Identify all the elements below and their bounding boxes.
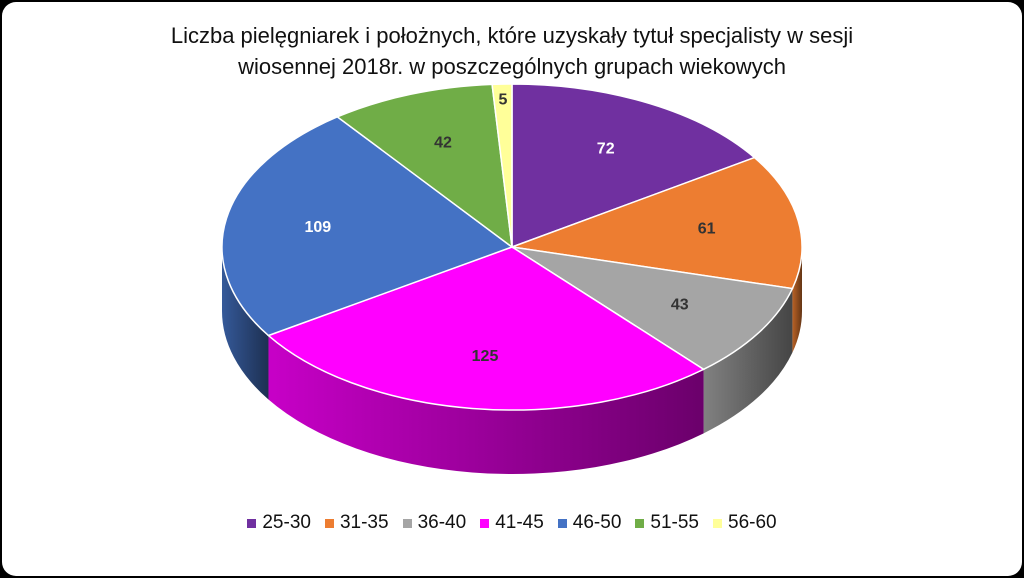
pie-side-46-50 bbox=[222, 247, 269, 400]
pie-label-46-50: 109 bbox=[304, 219, 331, 236]
pie-slice-56-60 bbox=[491, 83, 513, 248]
pie-label-56-60: 5 bbox=[499, 92, 508, 109]
legend-swatch bbox=[713, 518, 723, 528]
legend-item-31-35: 31-35 bbox=[324, 512, 389, 534]
legend-swatch bbox=[247, 518, 257, 528]
pie-label-41-45: 125 bbox=[472, 348, 499, 365]
legend-swatch bbox=[480, 518, 490, 528]
chart-title-line-1: Liczba pielęgniarek i położnych, które u… bbox=[170, 23, 854, 48]
chart-title-line-2: wiosennej 2018r. w poszczególnych grupac… bbox=[238, 54, 786, 79]
legend-swatch bbox=[557, 518, 567, 528]
legend-swatch bbox=[324, 518, 334, 528]
legend-swatch bbox=[635, 518, 645, 528]
pie-slice-31-35 bbox=[511, 156, 803, 290]
pie-top bbox=[221, 83, 803, 411]
pie-side-36-40 bbox=[703, 288, 793, 434]
pie-label-51-55: 42 bbox=[434, 134, 452, 151]
pie-slice-36-40 bbox=[511, 246, 794, 371]
legend-swatch bbox=[402, 518, 412, 528]
legend-item-51-55: 51-55 bbox=[635, 512, 699, 534]
pie-label-36-40: 43 bbox=[671, 297, 689, 314]
pie-data-labels: 72 61 43 125 109 42 5 bbox=[304, 92, 715, 365]
pie-slice-41-45 bbox=[267, 246, 706, 411]
legend-item-41-45: 41-45 bbox=[480, 512, 544, 534]
pie-slice-25-30 bbox=[511, 83, 756, 249]
pie-side-41-45 bbox=[268, 335, 704, 474]
pie-label-25-30: 72 bbox=[597, 141, 615, 158]
pie-slice-51-55 bbox=[335, 83, 513, 249]
chart-legend: 25-30 31-35 36-40 41-45 46-50 51-55 56-60 bbox=[2, 512, 1022, 534]
legend-label: 46-50 bbox=[572, 512, 622, 533]
pie-label-31-35: 61 bbox=[698, 220, 716, 237]
chart-title: Liczba pielęgniarek i położnych, które u… bbox=[2, 20, 1022, 82]
legend-label: 41-45 bbox=[495, 512, 544, 533]
legend-item-56-60: 56-60 bbox=[713, 512, 777, 534]
legend-item-25-30: 25-30 bbox=[247, 512, 311, 534]
legend-label: 36-40 bbox=[417, 512, 467, 533]
pie-slice-46-50 bbox=[221, 116, 514, 337]
legend-item-36-40: 36-40 bbox=[402, 512, 467, 534]
legend-item-46-50: 46-50 bbox=[557, 512, 622, 534]
legend-label: 31-35 bbox=[339, 512, 389, 533]
legend-label: 56-60 bbox=[728, 512, 777, 533]
legend-label: 25-30 bbox=[262, 512, 311, 533]
pie-side-31-35 bbox=[792, 247, 803, 353]
pie-side-walls bbox=[222, 247, 803, 474]
legend-label: 51-55 bbox=[650, 512, 700, 533]
